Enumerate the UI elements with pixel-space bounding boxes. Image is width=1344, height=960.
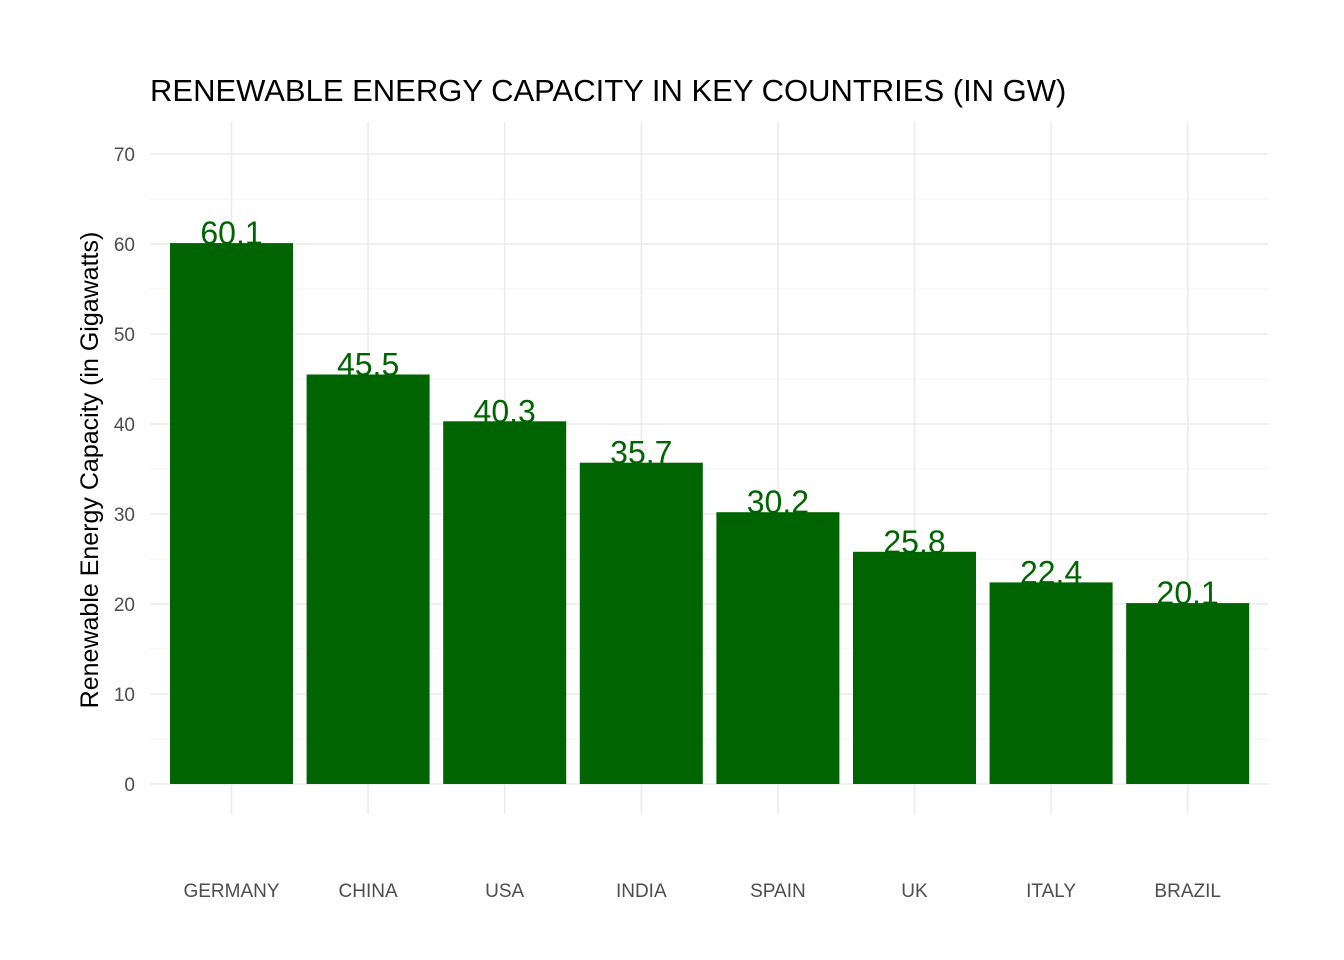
y-tick-label: 10 <box>114 685 135 706</box>
y-tick-label: 60 <box>114 235 135 256</box>
value-label-uk: 25.8 <box>883 524 945 560</box>
x-tick-label: CHINA <box>339 881 398 902</box>
bar-india <box>579 462 703 784</box>
y-tick-label: 70 <box>114 145 135 166</box>
bar-italy <box>989 582 1113 784</box>
value-label-india: 35.7 <box>610 435 672 471</box>
value-labels: 60.1 45.5 40.3 35.7 30.2 25.8 22.4 20.1 <box>200 215 1218 611</box>
x-axis-ticks: GERMANY CHINA USA INDIA SPAIN UK ITALY BRAZIL <box>183 881 1221 902</box>
bars <box>170 243 1250 785</box>
y-tick-label: 20 <box>114 595 135 616</box>
value-label-spain: 30.2 <box>747 484 809 520</box>
value-label-usa: 40.3 <box>474 393 536 429</box>
value-label-china: 45.5 <box>337 347 399 383</box>
value-label-brazil: 20.1 <box>1157 575 1219 611</box>
y-tick-label: 0 <box>124 775 135 796</box>
x-tick-label: SPAIN <box>750 881 806 902</box>
y-tick-label: 40 <box>114 415 135 436</box>
y-axis-title: Renewable Energy Capacity (in Gigawatts) <box>76 232 104 709</box>
x-tick-label: UK <box>901 881 928 902</box>
x-tick-label: GERMANY <box>183 881 279 902</box>
y-tick-label: 30 <box>114 505 135 526</box>
value-label-italy: 22.4 <box>1020 554 1082 590</box>
x-tick-label: USA <box>485 881 524 902</box>
bar-germany <box>170 243 293 785</box>
x-tick-label: ITALY <box>1026 881 1076 902</box>
value-label-germany: 60.1 <box>200 215 262 251</box>
y-tick-label: 50 <box>114 325 135 346</box>
bar-brazil <box>1126 603 1250 784</box>
bar-uk <box>853 551 976 784</box>
y-axis-ticks: 0 10 20 30 40 50 60 70 <box>114 145 135 796</box>
x-tick-label: BRAZIL <box>1154 881 1221 902</box>
bar-spain <box>716 512 840 784</box>
chart-title: RENEWABLE ENERGY CAPACITY IN KEY COUNTRI… <box>150 73 1066 108</box>
x-tick-label: INDIA <box>616 881 667 902</box>
bar-china <box>306 374 430 784</box>
bar-usa <box>443 421 567 784</box>
